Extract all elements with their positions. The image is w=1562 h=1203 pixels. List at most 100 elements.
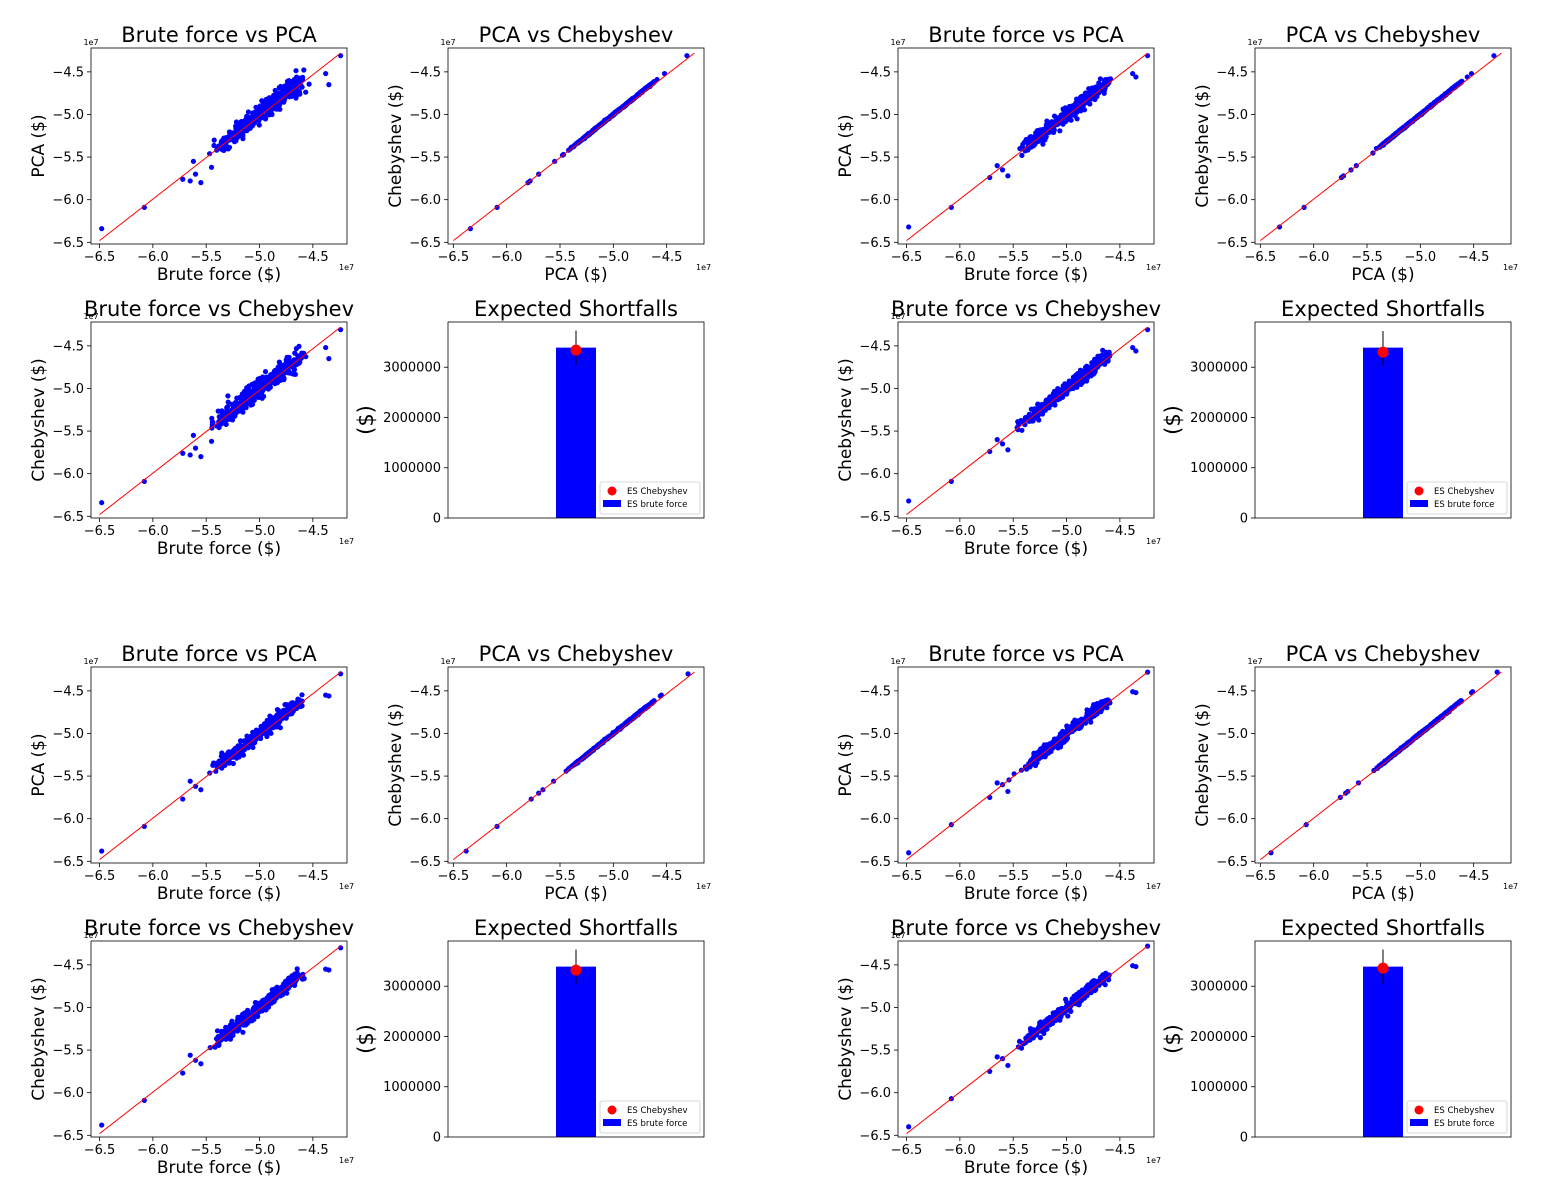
scatter-point (1044, 121, 1051, 127)
scatter-point (1037, 130, 1043, 136)
x-tick-label: −4.5 (297, 250, 329, 265)
y-tick-label: 0 (1240, 512, 1248, 527)
scatter-point (223, 421, 229, 427)
chart-title: Expected Shortfalls (474, 916, 678, 940)
scatter-point-outlier (190, 158, 196, 164)
scatter-point (225, 393, 231, 399)
identity-line (99, 52, 341, 241)
x-tick-label: −5.5 (997, 250, 1029, 265)
scatter-point-outlier (685, 671, 691, 677)
scatter-point (281, 714, 287, 720)
y-tick-label: −6.5 (859, 1129, 891, 1144)
scatter-point-outlier (994, 163, 1000, 169)
scatter-point (240, 409, 246, 415)
scatter-point (1051, 113, 1058, 119)
y-tick-label: 3000000 (1190, 980, 1248, 995)
scatter-point (1390, 752, 1396, 758)
scatter-point (1044, 1026, 1050, 1032)
y-tick-label: −6.0 (859, 193, 891, 208)
es-brute-force-bar (1363, 347, 1403, 518)
legend-marker-chebyshev (1414, 486, 1424, 496)
x-tick-label: −6.5 (1245, 250, 1277, 265)
x-tick-label: −6.0 (1298, 869, 1330, 884)
y-tick-label: 3000000 (383, 361, 441, 376)
scatter-point (1057, 744, 1064, 750)
scatter-point (1047, 394, 1053, 400)
scatter-point (1080, 372, 1086, 379)
x-offset-text: 1e7 (339, 263, 354, 272)
chart-title: Brute force vs PCA (928, 642, 1124, 666)
x-axis-label: Brute force ($) (964, 265, 1088, 285)
scatter-point (1424, 726, 1430, 732)
axes-frame (447, 321, 705, 519)
scatter-point (1015, 419, 1021, 425)
scatter-point-outlier (1459, 78, 1465, 84)
axes-frame (897, 940, 1155, 1138)
scatter-point (1396, 128, 1402, 134)
legend-marker-chebyshev (607, 1105, 617, 1115)
scatter-point (1092, 988, 1098, 994)
identity-line (1260, 52, 1502, 241)
scatter-point (591, 746, 597, 753)
x-axis-label: Brute force ($) (157, 1158, 281, 1178)
scatter-point-outlier (1458, 698, 1464, 704)
scatter-point-outlier (180, 176, 186, 182)
y-tick-label: −6.5 (409, 855, 441, 870)
scatter-point-outlier (1276, 224, 1283, 230)
scatter-point-outlier (948, 478, 954, 484)
y-tick-label: −6.5 (52, 236, 84, 251)
scatter-point (1102, 361, 1108, 367)
scatter-point (211, 137, 217, 143)
scatter-point-outlier (994, 780, 1000, 786)
scatter-point (222, 752, 229, 758)
x-axis-label: Brute force ($) (964, 884, 1088, 904)
legend-label-chebyshev: ES Chebyshev (627, 1106, 688, 1116)
scatter-point-outlier (187, 178, 193, 184)
x-tick-label: −4.5 (1458, 250, 1490, 265)
scatter-point (234, 755, 240, 761)
y-tick-label: 2000000 (383, 411, 441, 426)
x-offset-text: 1e7 (696, 263, 711, 272)
scatter-point (1065, 1013, 1071, 1019)
y-offset-text: 1e7 (890, 657, 905, 666)
identity-line (906, 326, 1148, 515)
scatter-point (1420, 110, 1426, 116)
y-axis-label: ($) (1161, 1024, 1185, 1054)
legend-label-brute-force: ES brute force (627, 1119, 687, 1129)
y-axis-label: Chebyshev ($) (836, 358, 856, 482)
y-axis-label: ($) (1161, 405, 1185, 435)
y-tick-label: −5.0 (409, 108, 441, 123)
axes-frame (897, 666, 1155, 864)
y-axis-label: Chebyshev ($) (29, 358, 49, 482)
scatter-point-outlier (906, 224, 912, 230)
y-tick-label: −5.0 (52, 1001, 84, 1016)
x-tick-label: −6.5 (84, 1143, 116, 1158)
scatter-point-outlier (180, 1070, 186, 1076)
scatter-point (1091, 363, 1097, 369)
x-tick-label: −5.0 (598, 250, 630, 265)
scatter-point (287, 94, 293, 100)
chart-title: Expected Shortfalls (1281, 297, 1485, 321)
y-tick-label: −6.5 (52, 1129, 84, 1144)
y-tick-label: −6.5 (859, 236, 891, 251)
x-axis-label: Brute force ($) (157, 539, 281, 559)
x-tick-label: −5.5 (190, 250, 222, 265)
y-tick-label: −5.0 (52, 108, 84, 123)
scatter-panel-2: −6.5 −6.0 −5.5 −5.0 −4.5−6.5−6.0−5.5−5.0−4.5… (386, 23, 711, 285)
y-tick-label: −6.5 (1216, 855, 1248, 870)
scatter-point (262, 369, 269, 375)
y-tick-label: −6.0 (859, 812, 891, 827)
x-tick-label: −5.0 (1051, 869, 1083, 884)
y-axis-label: Chebyshev ($) (386, 84, 406, 208)
x-tick-label: −4.5 (1104, 1143, 1136, 1158)
scatter-point (257, 385, 264, 391)
scatter-point (1040, 141, 1046, 147)
scatter-points (99, 326, 344, 515)
scatter-point (279, 368, 285, 375)
y-tick-label: 1000000 (1190, 1080, 1248, 1095)
x-tick-label: −4.5 (297, 869, 329, 884)
scatter-point (278, 83, 284, 90)
scatter-point (1390, 133, 1396, 139)
scatter-point-outlier (198, 787, 204, 793)
